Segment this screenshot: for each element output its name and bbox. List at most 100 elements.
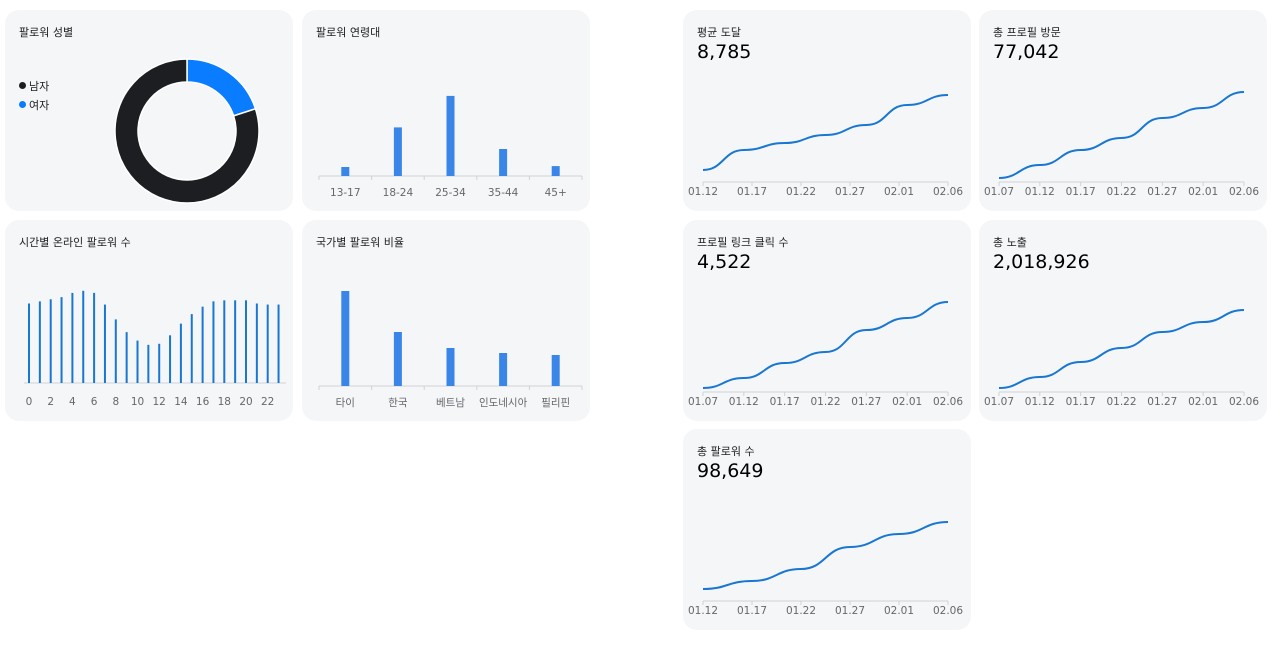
x-tick-label: 45+ [545,187,567,199]
x-tick-label: 25-34 [435,187,466,199]
hour-bar-14 [179,323,182,383]
x-tick-label: 2 [47,396,54,408]
hour-bar-1 [38,301,41,383]
hour-bar-3 [60,297,63,383]
metric-title: 총 팔로워 수 [697,445,755,458]
series-line [998,91,1245,179]
hour-bar-22 [266,304,269,383]
bar-필리핀 [551,355,560,386]
x-tick-label: 02.06 [1229,186,1259,198]
x-tick-label: 02.01 [884,186,914,198]
line-chart: 01.07 01.12 01.17 01.22 01.27 02.01 02.06 [688,301,963,408]
hour-bar-4 [71,292,74,383]
x-tick-label: 02.06 [933,605,963,617]
age-card-title: 팔로워 연령대 [316,26,381,39]
x-tick-label: 01.17 [737,186,767,198]
hour-bar-0 [28,303,30,383]
x-tick-label: 12 [153,396,166,408]
gender-donut-chart [114,58,260,204]
bar-18-24 [393,127,402,176]
metric-card-profile-visits: 총 프로필 방문 77,042 01.07 01.12 01.17 01.22 01.2… [979,10,1267,211]
x-tick-label: 02.01 [1188,396,1218,408]
legend-label-female: 여자 [29,98,50,112]
x-tick-label: 02.01 [884,605,914,617]
x-tick-label: 01.12 [729,396,759,408]
hourly-bar-chart: 0 2 4 6 8 10 12 14 16 18 20 22 [24,290,286,408]
x-tick-label: 인도네시아 [479,397,528,409]
metric-value: 98,649 [697,460,764,482]
metric-title: 총 노출 [993,236,1027,249]
country-bar-chart: 타이 한국 베트남 인도네시아 필리핀 [318,291,583,409]
hour-bar-16 [201,306,204,383]
x-tick-label: 베트남 [436,397,465,409]
x-tick-label: 01.12 [1025,396,1055,408]
hour-bar-8 [114,319,117,383]
hourly-card: 시간별 온라인 팔로워 수 0 2 4 6 8 10 12 14 16 18 20 22 [5,220,293,421]
bar-25-34 [446,95,455,176]
x-tick-label: 35-44 [488,187,519,199]
bar-베트남 [446,348,455,386]
bar-한국 [393,332,402,386]
x-tick-label: 필리핀 [541,397,570,409]
x-tick-label: 01.17 [770,396,800,408]
x-tick-label: 한국 [388,397,408,409]
series-line [702,94,949,171]
x-tick-label: 01.12 [688,186,718,198]
legend-dot-male [19,82,26,89]
hour-bar-5 [82,290,85,383]
x-tick-label: 22 [261,396,274,408]
legend-label-male: 남자 [29,79,50,93]
metric-card-avg-reach: 평균 도달 8,785 01.12 01.17 01.22 01.27 02.01 02.… [683,10,971,211]
x-tick-label: 01.07 [984,186,1014,198]
x-tick-label: 01.12 [688,605,718,617]
line-chart: 01.07 01.12 01.17 01.22 01.27 02.01 02.06 [984,91,1259,198]
series-line [998,309,1245,389]
hour-bar-19 [234,300,237,383]
x-tick-label: 타이 [336,397,355,409]
legend-item-female: 여자 [19,95,49,114]
metric-title: 평균 도달 [697,26,741,39]
series-line [702,301,949,389]
hour-bar-13 [169,335,172,383]
hour-bar-12 [158,343,161,383]
x-tick-label: 18 [218,396,231,408]
x-tick-label: 01.17 [1066,186,1096,198]
x-tick-label: 01.12 [1025,186,1055,198]
legend-dot-female [19,101,26,108]
bar-13-17 [341,167,350,176]
hour-bar-18 [223,300,226,383]
x-tick-label: 4 [69,396,76,408]
line-chart: 01.12 01.17 01.22 01.27 02.01 02.06 [688,521,963,617]
x-tick-label: 01.07 [688,396,718,408]
age-card: 팔로워 연령대 13-17 18-24 25-34 35-44 45+ [302,10,590,211]
gender-card: 팔로워 성별 남자 여자 [5,10,293,211]
legend-item-male: 남자 [19,76,49,95]
metric-value: 4,522 [697,251,752,273]
x-tick-label: 02.06 [1229,396,1259,408]
metric-title: 총 프로필 방문 [993,26,1061,39]
hour-bar-23 [277,304,280,383]
bar-타이 [341,291,350,386]
hour-bar-9 [125,332,128,383]
country-card: 국가별 팔로워 비율 타이 한국 베트남 인도네시아 필리핀 [302,220,590,421]
age-bar-chart: 13-17 18-24 25-34 35-44 45+ [318,95,583,199]
x-tick-label: 01.27 [1147,186,1177,198]
hour-bar-15 [190,314,193,383]
x-tick-label: 01.22 [1106,396,1136,408]
metric-card-link-clicks: 프로필 링크 클릭 수 4,522 01.07 01.12 01.17 01.22 01… [683,220,971,421]
line-chart: 01.12 01.17 01.22 01.27 02.01 02.06 [688,94,963,198]
x-tick-label: 0 [26,396,33,408]
x-tick-label: 13-17 [330,187,361,199]
x-tick-label: 02.01 [892,396,922,408]
country-card-title: 국가별 팔로워 비율 [316,236,404,249]
metric-value: 8,785 [697,41,752,63]
x-tick-label: 01.27 [835,605,865,617]
hour-bar-17 [212,301,215,383]
metric-value: 2,018,926 [993,251,1090,273]
metric-card-total-followers: 총 팔로워 수 98,649 01.12 01.17 01.22 01.27 02.01… [683,429,971,630]
x-tick-label: 01.07 [984,396,1014,408]
x-tick-label: 01.22 [810,396,840,408]
hourly-card-title: 시간별 온라인 팔로워 수 [19,236,131,249]
x-tick-label: 01.27 [851,396,881,408]
gender-card-title: 팔로워 성별 [19,26,74,39]
